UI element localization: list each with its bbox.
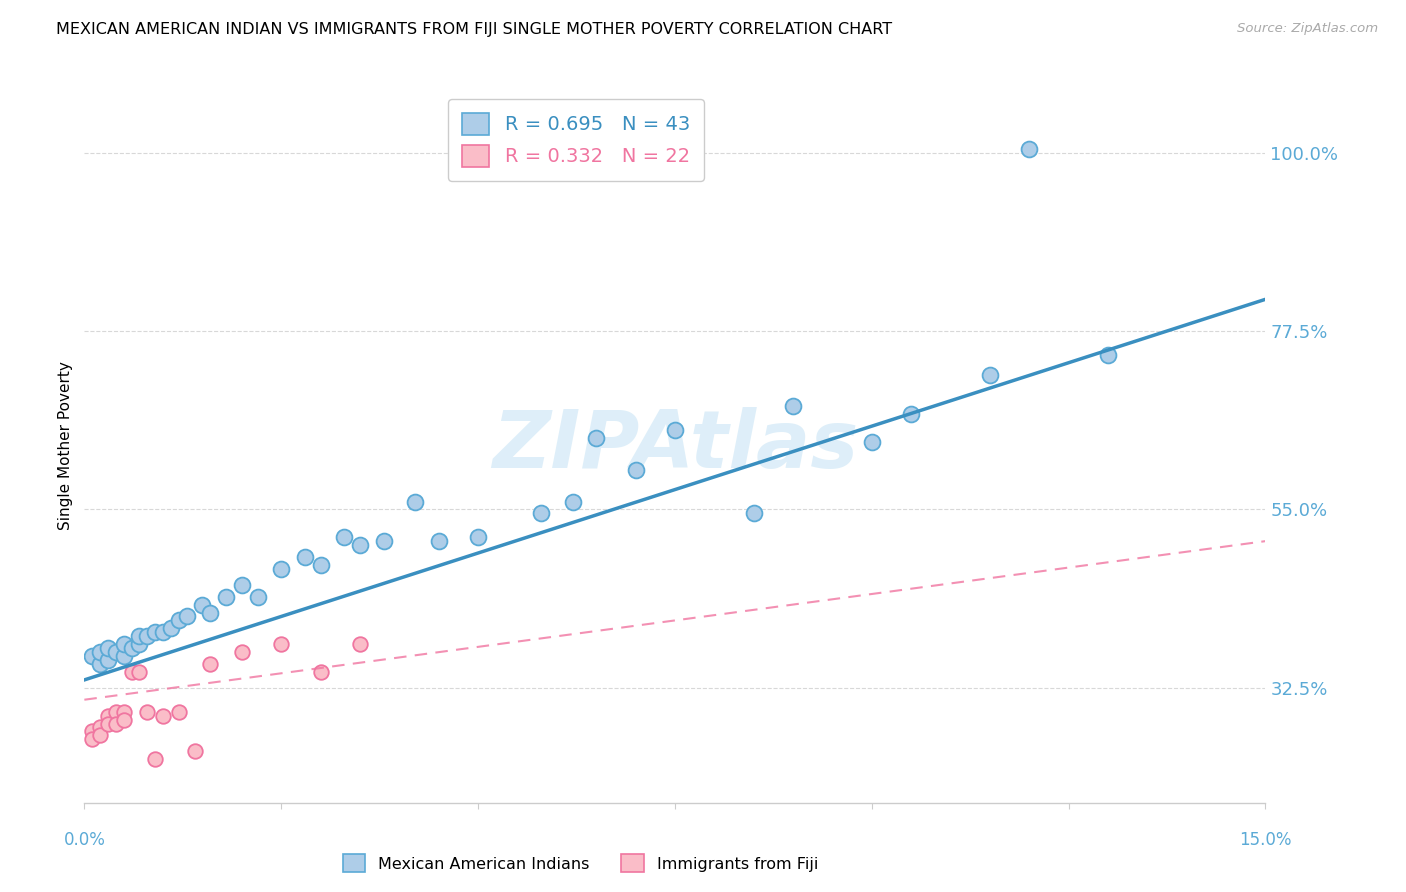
Point: [561, 494, 583, 508]
Point: [143, 752, 166, 766]
Point: [349, 637, 371, 651]
Point: [89, 657, 111, 671]
Point: [136, 629, 159, 643]
Point: [1097, 348, 1119, 362]
Text: 0.0%: 0.0%: [63, 830, 105, 848]
Point: [112, 637, 135, 651]
Point: [530, 507, 553, 521]
Point: [121, 641, 143, 656]
Point: [427, 534, 450, 549]
Point: [128, 665, 150, 679]
Point: [246, 590, 269, 604]
Point: [231, 645, 253, 659]
Point: [333, 530, 356, 544]
Point: [160, 621, 183, 635]
Point: [82, 732, 104, 747]
Point: [82, 649, 104, 664]
Point: [97, 641, 120, 656]
Point: [979, 368, 1001, 382]
Point: [270, 637, 292, 651]
Point: [191, 598, 214, 612]
Y-axis label: Single Mother Poverty: Single Mother Poverty: [58, 361, 73, 531]
Point: [167, 705, 190, 719]
Point: [104, 645, 127, 659]
Point: [860, 435, 883, 450]
Point: [112, 649, 135, 664]
Point: [176, 609, 198, 624]
Point: [167, 614, 190, 628]
Point: [143, 625, 166, 640]
Point: [200, 657, 222, 671]
Point: [309, 665, 332, 679]
Point: [128, 629, 150, 643]
Point: [467, 530, 489, 544]
Point: [112, 705, 135, 719]
Text: MEXICAN AMERICAN INDIAN VS IMMIGRANTS FROM FIJI SINGLE MOTHER POVERTY CORRELATIO: MEXICAN AMERICAN INDIAN VS IMMIGRANTS FR…: [56, 22, 893, 37]
Point: [270, 562, 292, 576]
Point: [404, 494, 426, 508]
Point: [231, 578, 253, 592]
Point: [152, 625, 174, 640]
Point: [89, 728, 111, 742]
Point: [183, 744, 205, 758]
Point: [121, 665, 143, 679]
Text: 15.0%: 15.0%: [1239, 830, 1292, 848]
Point: [104, 716, 127, 731]
Point: [89, 645, 111, 659]
Legend: Mexican American Indians, Immigrants from Fiji: Mexican American Indians, Immigrants fro…: [335, 846, 825, 880]
Point: [200, 606, 222, 620]
Point: [349, 538, 371, 552]
Point: [97, 653, 120, 667]
Text: Source: ZipAtlas.com: Source: ZipAtlas.com: [1237, 22, 1378, 36]
Text: ZIPAtlas: ZIPAtlas: [492, 407, 858, 485]
Point: [97, 708, 120, 723]
Point: [624, 463, 647, 477]
Point: [373, 534, 395, 549]
Point: [97, 716, 120, 731]
Point: [585, 431, 607, 445]
Point: [89, 721, 111, 735]
Point: [152, 708, 174, 723]
Point: [215, 590, 238, 604]
Point: [128, 637, 150, 651]
Point: [104, 705, 127, 719]
Point: [742, 507, 765, 521]
Point: [1018, 142, 1040, 156]
Point: [136, 705, 159, 719]
Point: [309, 558, 332, 572]
Point: [82, 724, 104, 739]
Point: [112, 713, 135, 727]
Point: [294, 549, 316, 564]
Point: [664, 423, 686, 437]
Point: [782, 400, 804, 414]
Point: [900, 407, 922, 421]
